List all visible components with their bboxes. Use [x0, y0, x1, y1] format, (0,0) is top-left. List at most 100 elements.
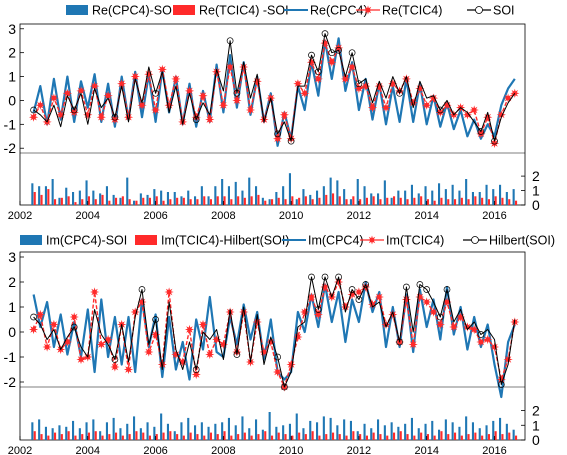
- bar: [318, 197, 321, 205]
- bar: [214, 423, 217, 440]
- bar: [81, 434, 84, 440]
- series-line: [33, 33, 516, 142]
- bar: [33, 431, 36, 440]
- series-point-circle: [233, 89, 241, 97]
- bar: [458, 190, 461, 205]
- bar: [481, 197, 484, 205]
- bar: [180, 422, 183, 440]
- bar: [474, 432, 477, 440]
- series-point-star: [415, 292, 425, 302]
- series-point-star: [489, 342, 500, 352]
- series-point-circle: [335, 46, 342, 54]
- bar: [230, 435, 233, 440]
- series-point-star: [239, 307, 249, 317]
- series-point-star: [184, 324, 195, 335]
- bar: [485, 184, 488, 205]
- bar: [33, 192, 36, 205]
- bar: [176, 197, 179, 205]
- bar: [74, 435, 77, 440]
- bar: [47, 189, 50, 205]
- x-tick-label: 2006: [143, 210, 167, 222]
- bar: [508, 432, 511, 440]
- series-point-circle: [497, 381, 505, 388]
- series-point-circle: [233, 351, 241, 358]
- series-point-circle: [443, 286, 451, 293]
- bar: [406, 434, 409, 440]
- series-point-circle: [70, 106, 78, 114]
- bar: [343, 419, 346, 440]
- series-point-star: [476, 337, 486, 347]
- bar: [386, 197, 389, 205]
- legend-label: Im(CPC4): [308, 234, 364, 248]
- series-point-star: [300, 88, 310, 98]
- bar: [365, 435, 368, 440]
- series-point-star: [123, 112, 134, 122]
- series-point-star: [69, 107, 79, 117]
- bar: [44, 426, 47, 441]
- bar-axis-tick-label: 2: [532, 168, 540, 184]
- bar: [295, 413, 298, 440]
- bar: [121, 435, 124, 440]
- bar: [440, 431, 443, 440]
- bar: [99, 431, 102, 440]
- bar: [257, 194, 260, 205]
- bar: [399, 197, 402, 205]
- bar: [72, 192, 75, 205]
- series-point-star: [428, 307, 439, 317]
- bar: [487, 199, 490, 205]
- bar: [302, 189, 305, 205]
- bar: [180, 196, 183, 205]
- series-point-star: [388, 309, 398, 320]
- bar: [209, 199, 212, 205]
- x-tick-label: 2006: [143, 445, 167, 455]
- bar: [478, 192, 481, 205]
- series-point-star: [313, 309, 323, 320]
- y-tick-label: -2: [4, 374, 17, 390]
- legend-swatch-circle: [475, 6, 483, 14]
- bar: [494, 431, 497, 440]
- bar: [451, 422, 454, 440]
- bar: [155, 196, 158, 205]
- bar: [207, 426, 210, 441]
- bar: [200, 186, 203, 205]
- legend-entry: Im(CPC4)-SOI: [20, 234, 127, 248]
- bar: [173, 192, 176, 205]
- bar: [261, 429, 264, 440]
- bar: [393, 196, 396, 205]
- bar: [221, 179, 224, 205]
- bar: [332, 193, 335, 205]
- bar: [311, 199, 314, 205]
- series-point-circle: [281, 383, 288, 391]
- bar: [40, 194, 43, 205]
- bar: [200, 422, 203, 440]
- series-point-star: [103, 91, 113, 101]
- series-point-circle: [355, 296, 363, 303]
- bar: [264, 200, 267, 205]
- series-point-circle: [436, 313, 444, 321]
- bar: [302, 428, 305, 440]
- series-point-star: [334, 43, 344, 53]
- legend-swatch-bar: [135, 235, 157, 245]
- series-point-circle: [348, 49, 356, 57]
- bar: [304, 434, 307, 440]
- bar: [288, 423, 291, 440]
- bar: [316, 422, 319, 440]
- bar: [338, 434, 341, 440]
- bar: [431, 190, 434, 205]
- bar: [160, 190, 163, 205]
- bar: [277, 197, 280, 205]
- series-point-star: [218, 100, 228, 110]
- x-tick-label: 2016: [482, 210, 506, 222]
- bar: [404, 190, 407, 205]
- series-point-circle: [70, 323, 78, 331]
- bar: [153, 426, 156, 441]
- bar: [65, 426, 68, 441]
- bar: [438, 429, 441, 440]
- bar: [447, 199, 450, 205]
- bar: [78, 428, 81, 440]
- legend-swatch-star: [367, 235, 377, 245]
- bar: [370, 193, 373, 205]
- bar: [410, 417, 413, 440]
- bar: [74, 202, 77, 205]
- x-tick-label: 2002: [8, 210, 32, 222]
